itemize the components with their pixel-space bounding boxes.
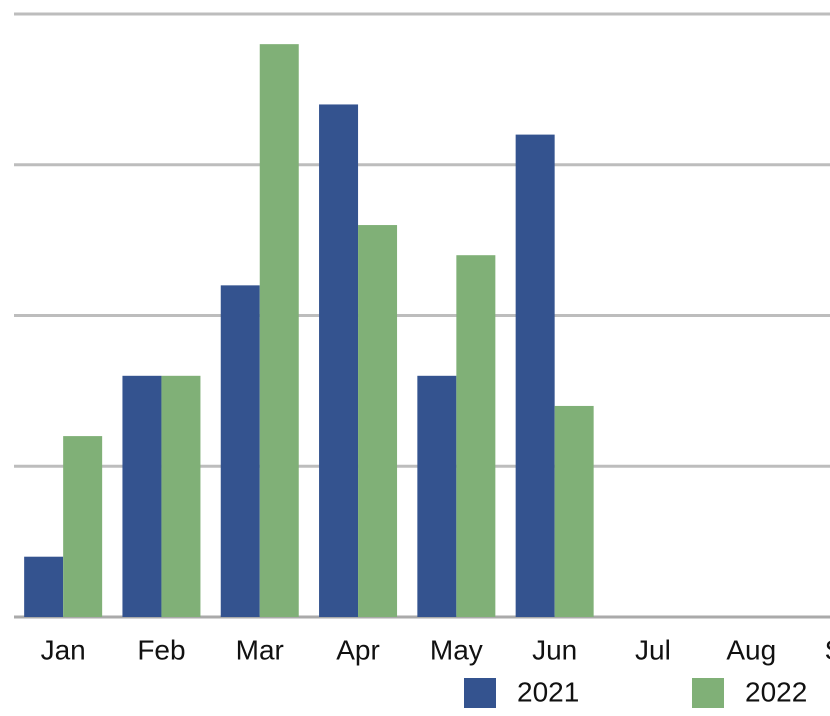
- bar: [122, 375, 162, 617]
- bar: [358, 225, 398, 618]
- x-tick-label: Aug: [726, 634, 776, 665]
- legend-label: 2022: [745, 676, 807, 707]
- bar: [220, 285, 260, 617]
- bar: [161, 375, 201, 617]
- bar: [63, 436, 103, 617]
- bar: [24, 556, 64, 617]
- bar: [515, 134, 555, 617]
- x-tick-label: Feb: [137, 634, 185, 665]
- legend-label: 2021: [517, 676, 579, 707]
- x-tick-label: Mar: [236, 634, 284, 665]
- x-tick-label: Jul: [635, 634, 671, 665]
- bar: [319, 104, 359, 617]
- bar: [417, 375, 457, 617]
- bar: [456, 255, 496, 617]
- legend-swatch: [692, 678, 724, 708]
- x-tick-label: Apr: [336, 634, 380, 665]
- x-tick-label: Jun: [532, 634, 577, 665]
- bar: [554, 405, 594, 617]
- x-tick-label: Jan: [41, 634, 86, 665]
- bar: [259, 44, 299, 617]
- x-tick-label: Sep: [825, 634, 830, 665]
- x-tick-label: May: [430, 634, 483, 665]
- legend-swatch: [464, 678, 496, 708]
